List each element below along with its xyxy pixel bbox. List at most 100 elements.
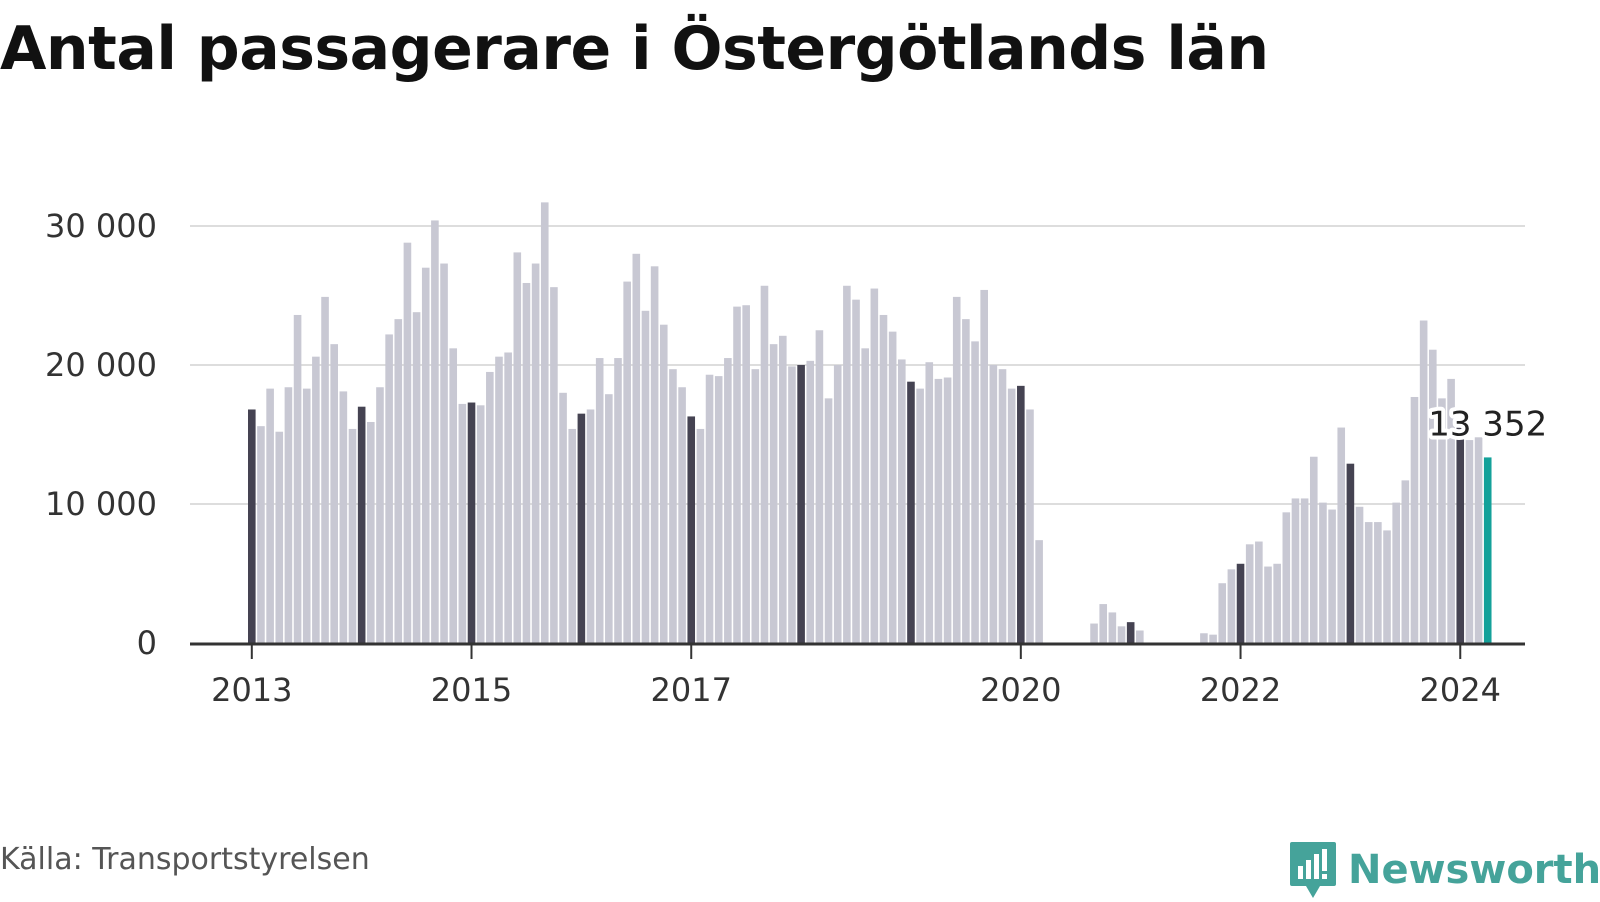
bar — [1428, 349, 1437, 643]
chart-bubble-icon — [1290, 842, 1336, 898]
bar — [943, 377, 952, 643]
bar — [714, 376, 723, 643]
bar — [431, 220, 439, 643]
bar — [339, 391, 348, 643]
latest-value-label: 13 352 — [1428, 404, 1547, 444]
bar — [476, 405, 485, 643]
bar — [1117, 626, 1126, 643]
bar — [1035, 540, 1043, 643]
bar — [724, 358, 732, 643]
bar — [586, 409, 595, 643]
bar — [888, 331, 897, 643]
bar — [1017, 385, 1025, 643]
bar — [1245, 544, 1254, 643]
bar — [806, 360, 815, 643]
bar — [421, 267, 430, 643]
bar — [376, 387, 384, 643]
bar — [531, 263, 540, 643]
bar — [760, 285, 769, 643]
bar — [989, 365, 998, 643]
bar — [1438, 398, 1446, 643]
bar — [1108, 612, 1117, 643]
bar — [1319, 502, 1327, 643]
bar — [275, 431, 284, 643]
bar — [1374, 522, 1382, 643]
bar — [385, 334, 393, 643]
bar — [934, 378, 943, 643]
bar — [1337, 427, 1346, 643]
bar — [1273, 563, 1281, 643]
latest-value-annotation: 13 352 — [1424, 400, 1551, 448]
bar — [458, 403, 467, 643]
bar — [980, 289, 988, 643]
bar — [1483, 457, 1492, 643]
chart-title: Antal passagerare i Östergötlands län — [0, 14, 1269, 84]
bar — [1007, 388, 1016, 643]
bar — [641, 310, 650, 643]
bar — [595, 358, 604, 643]
bar — [440, 263, 448, 643]
y-tick-label: 30 000 — [45, 207, 157, 245]
bar — [870, 288, 879, 643]
bar — [1099, 604, 1108, 643]
bar — [248, 409, 256, 643]
bar — [687, 416, 696, 643]
bar — [1401, 480, 1410, 643]
bar — [998, 369, 1007, 643]
x-tick-label: 2017 — [651, 671, 732, 709]
bar — [550, 287, 558, 643]
x-tick-label: 2015 — [431, 671, 512, 709]
bar — [486, 371, 494, 643]
bar — [1465, 440, 1474, 643]
bar — [962, 319, 970, 643]
x-axis-ticks: 2013 2015 2017 2020 2022 2024 — [211, 643, 1501, 709]
bar — [1090, 623, 1098, 643]
bar — [467, 402, 476, 643]
bar — [1255, 541, 1263, 643]
bar — [1419, 320, 1428, 643]
bar — [1227, 569, 1236, 643]
bar — [742, 305, 750, 643]
y-tick-label: 10 000 — [45, 485, 157, 523]
bar — [1447, 378, 1455, 643]
bar — [495, 356, 503, 643]
bar — [412, 312, 421, 643]
bar — [1410, 396, 1419, 643]
bar — [733, 306, 741, 643]
bar — [861, 348, 869, 643]
bar — [769, 344, 778, 643]
bar — [1026, 409, 1034, 643]
bar — [504, 352, 512, 643]
x-tick-label: 2022 — [1200, 671, 1281, 709]
bar — [1300, 498, 1309, 643]
bar — [705, 374, 714, 643]
bar — [1309, 456, 1318, 643]
bar — [513, 252, 522, 643]
bar — [1218, 583, 1227, 643]
bar — [971, 341, 979, 643]
bar — [797, 365, 805, 643]
bar — [605, 394, 613, 643]
bar — [1355, 506, 1364, 643]
bar — [394, 319, 403, 643]
bar — [1456, 420, 1465, 643]
x-tick-label: 2024 — [1420, 671, 1501, 709]
bar — [898, 359, 906, 643]
source-text: Källa: Transportstyrelsen — [0, 842, 370, 877]
y-tick-label: 0 — [137, 624, 157, 662]
bar — [1474, 437, 1483, 643]
bar — [1291, 498, 1300, 643]
bar — [1328, 509, 1336, 643]
bar — [1282, 512, 1291, 643]
bar — [568, 428, 577, 643]
bar — [833, 365, 842, 643]
bar — [824, 398, 833, 643]
bar — [257, 426, 265, 643]
bar — [669, 369, 677, 643]
bar — [348, 428, 357, 643]
bar — [815, 330, 824, 643]
bar — [266, 388, 274, 643]
bar — [650, 266, 659, 643]
bar — [449, 348, 458, 643]
bar — [952, 296, 961, 643]
